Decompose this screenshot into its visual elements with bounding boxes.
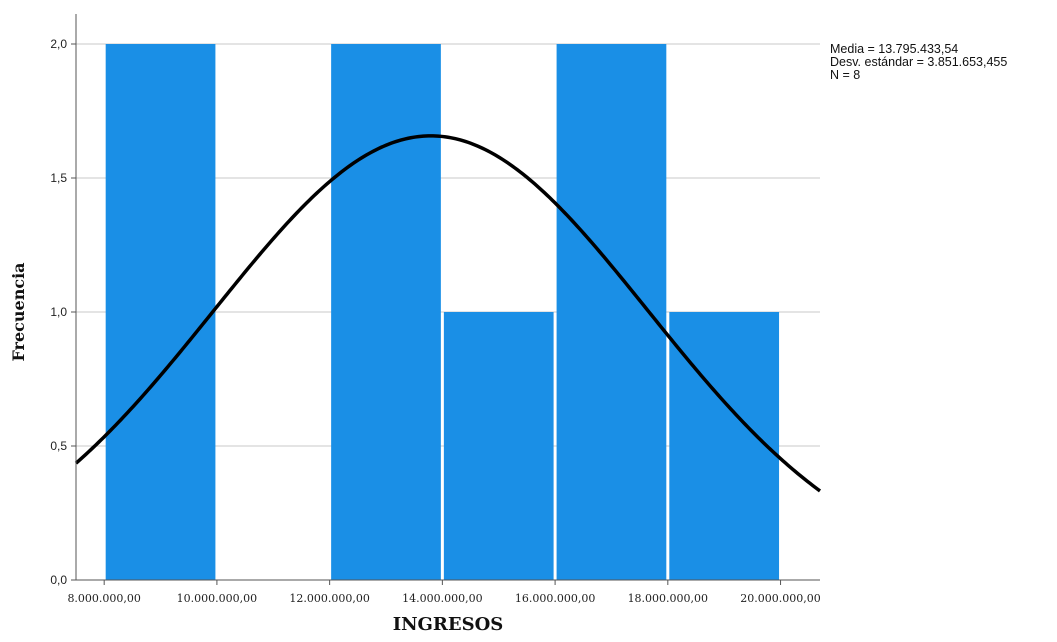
normal-curve bbox=[74, 134, 822, 493]
stats-annotation: Media = 13.795.433,54 Desv. estándar = 3… bbox=[830, 42, 1007, 82]
stats-n: N = 8 bbox=[830, 68, 860, 82]
x-tick-label-4: 16.000.000,00 bbox=[515, 592, 595, 605]
x-tick-label-2: 12.000.000,00 bbox=[289, 592, 369, 605]
y-tick-labels: 0,0 0,5 1,0 1,5 2,0 bbox=[50, 37, 67, 587]
x-tick-label-5: 18.000.000,00 bbox=[628, 592, 708, 605]
x-tick-label-1: 10.000.000,00 bbox=[177, 592, 257, 605]
bar-0 bbox=[105, 44, 216, 580]
y-axis-title: Frecuencia bbox=[9, 262, 28, 361]
x-axis-title: INGRESOS bbox=[393, 614, 504, 635]
histogram-bars bbox=[105, 44, 780, 580]
normal-curve-layer bbox=[74, 134, 822, 493]
bar-2 bbox=[331, 44, 441, 580]
axes bbox=[71, 14, 820, 585]
x-tick-label-0: 8.000.000,00 bbox=[67, 592, 140, 605]
stats-std: Desv. estándar = 3.851.653,455 bbox=[830, 55, 1007, 69]
y-tick-label-3: 1,5 bbox=[50, 171, 67, 185]
x-tick-label-3: 14.000.000,00 bbox=[402, 592, 482, 605]
y-tick-label-4: 2,0 bbox=[50, 37, 67, 51]
x-tick-label-6: 20.000.000,00 bbox=[740, 592, 820, 605]
bar-3 bbox=[443, 312, 554, 580]
y-tick-label-0: 0,0 bbox=[50, 573, 67, 587]
x-tick-labels: 8.000.000,00 10.000.000,00 12.000.000,00 14… bbox=[67, 592, 820, 605]
y-tick-label-2: 1,0 bbox=[50, 305, 67, 319]
bar-5 bbox=[669, 312, 780, 580]
y-tick-label-1: 0,5 bbox=[50, 439, 67, 453]
stats-mean: Media = 13.795.433,54 bbox=[830, 42, 958, 56]
